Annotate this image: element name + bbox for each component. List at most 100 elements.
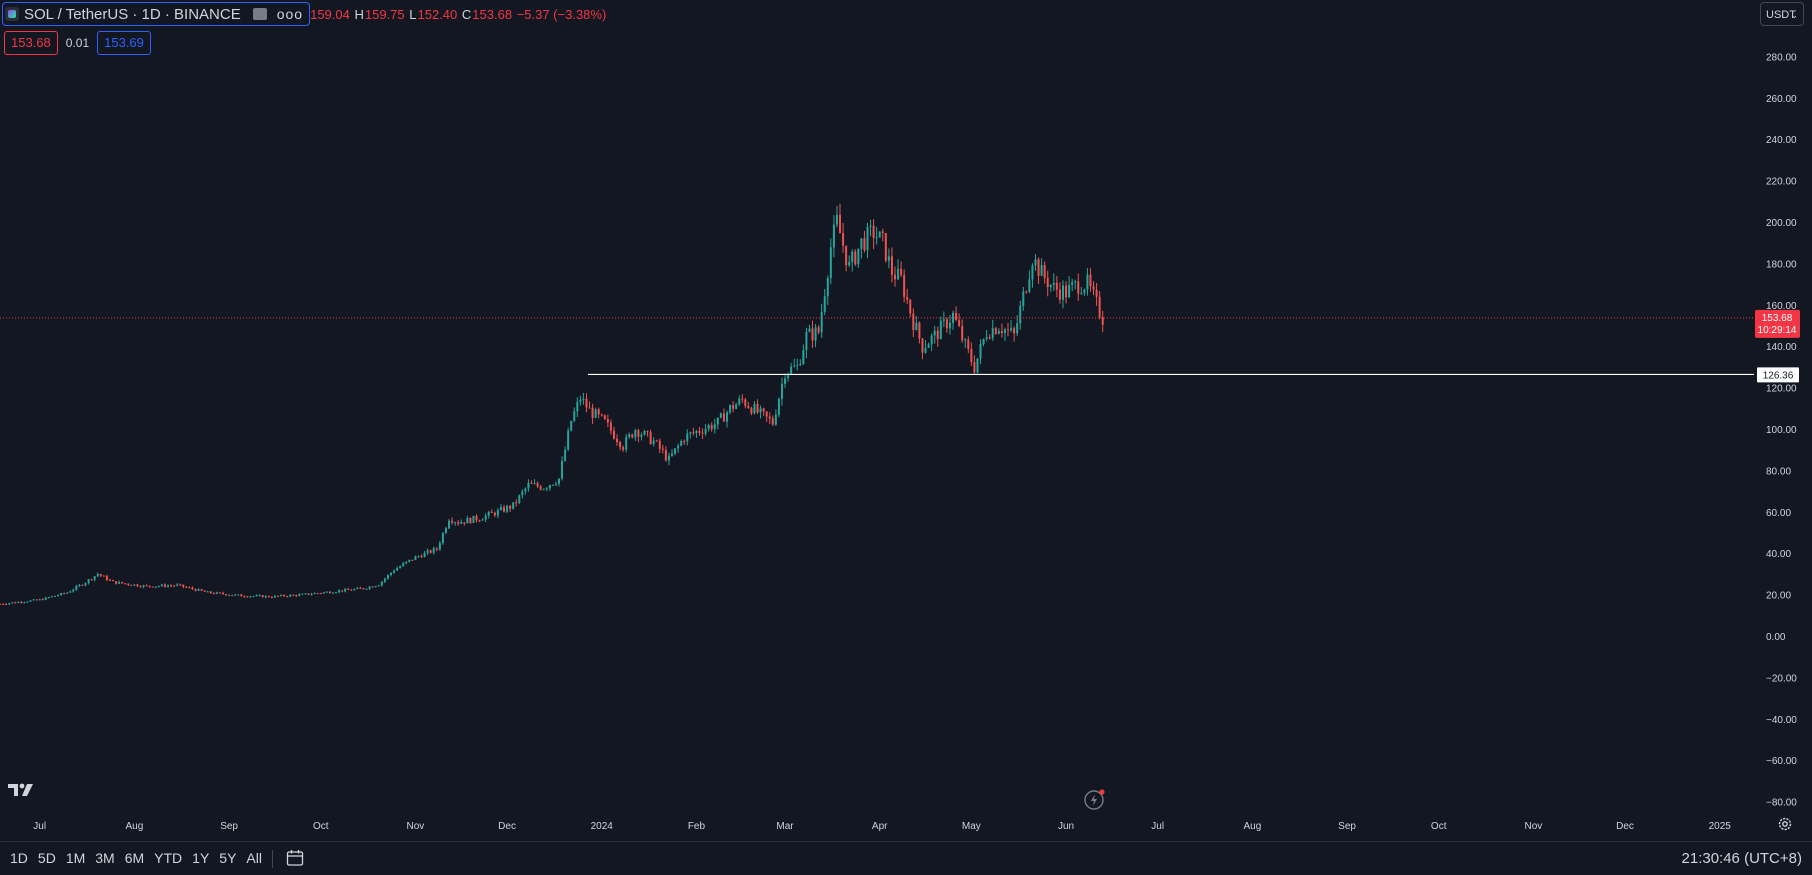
candle-body [551, 484, 554, 486]
candle-body [710, 425, 713, 430]
candle-body [1025, 291, 1028, 293]
candle-body [115, 581, 118, 584]
candle-body [530, 482, 533, 484]
toolbar-divider [272, 850, 273, 868]
candle-body [170, 585, 173, 587]
time-axis-label: Apr [872, 821, 888, 832]
candle-body [713, 424, 716, 430]
more-options-icon[interactable]: ooo [276, 6, 304, 22]
time-axis-label: May [962, 821, 981, 832]
lightning-icon[interactable] [1083, 788, 1107, 812]
close-value: 153.68 [472, 6, 513, 22]
price-axis-label: 180.00 [1766, 259, 1797, 270]
candle-body [341, 590, 344, 592]
candle-body [167, 585, 170, 587]
candle-body [179, 584, 182, 586]
candle-body [732, 405, 735, 409]
candle-body [887, 256, 890, 261]
candle-body [680, 441, 683, 446]
candle-body [759, 408, 762, 413]
candle-body [112, 580, 115, 582]
candle-body [50, 596, 53, 598]
candle-body [832, 224, 835, 248]
candle-body [625, 437, 628, 450]
candle-body [774, 414, 777, 425]
range-1d-button[interactable]: 1D [10, 850, 28, 866]
candle-body [411, 559, 414, 561]
candle-body [472, 515, 475, 523]
candle-body [820, 311, 823, 333]
candle-body [383, 578, 386, 582]
tradingview-logo-icon[interactable] [8, 782, 38, 798]
candle-body [973, 362, 976, 373]
candle-body [958, 320, 961, 327]
candle-body [536, 483, 539, 487]
time-axis[interactable]: Jul Aug Sep Oct Nov Dec 2024 Feb Mar Apr May Jun Jul… [33, 821, 1731, 832]
candle-body [1037, 259, 1040, 276]
candle-body [136, 584, 139, 587]
candle-body [802, 350, 805, 364]
candle-body [191, 587, 194, 590]
range-3m-button[interactable]: 3M [95, 850, 115, 866]
time-axis-label: Sep [1338, 821, 1356, 832]
range-1m-button[interactable]: 1M [65, 850, 86, 866]
eye-icon[interactable] [252, 8, 267, 20]
candle-body [722, 413, 725, 422]
range-5d-button[interactable]: 5D [37, 850, 56, 866]
candle-body [808, 328, 811, 332]
candle-body [5, 604, 8, 606]
horizontal-line-price-label: 126.36 [1763, 370, 1794, 381]
chevron-down-icon: ⌄ [1790, 10, 1798, 20]
range-all-button[interactable]: All [246, 850, 262, 866]
settings-gear-icon[interactable] [1777, 816, 1793, 832]
price-axis-label: −60.00 [1766, 756, 1797, 767]
price-axis[interactable]: 280.00 260.00 240.00 220.00 200.00 180.00 160.… [1766, 52, 1797, 808]
range-6m-button[interactable]: 6M [124, 850, 145, 866]
price-axis-label: 220.00 [1766, 177, 1797, 188]
candle-body [921, 338, 924, 353]
date-range-buttons: 1D 5D 1M 3M 6M YTD 1Y 5Y All [10, 850, 272, 866]
candle-body [322, 592, 325, 594]
candle-body [585, 398, 588, 408]
candle-body [854, 251, 857, 265]
candle-body [484, 515, 487, 520]
countdown-label: 10:29:14 [1758, 325, 1797, 336]
candle-body [1013, 328, 1016, 334]
candle-body [826, 277, 829, 297]
price-axis-label: 140.00 [1766, 342, 1797, 353]
candle-body [2, 603, 5, 605]
candle-body [1022, 291, 1025, 306]
range-1y-button[interactable]: 1Y [192, 850, 210, 866]
candle-body [542, 489, 545, 491]
candle-body [1055, 282, 1058, 290]
candle-body [255, 595, 258, 597]
candle-body [719, 413, 722, 418]
symbol-search-button[interactable]: SOL / TetherUS · 1D · BINANCE ooo [2, 2, 311, 26]
candle-body [939, 320, 942, 340]
range-ytd-button[interactable]: YTD [154, 850, 183, 866]
clock-timezone[interactable]: 21:30:46 (UTC+8) [1681, 850, 1802, 867]
buy-button[interactable]: 153.69 [97, 31, 151, 55]
candle-body [1089, 274, 1092, 287]
candle-body [386, 574, 389, 579]
candle-body [258, 595, 261, 597]
calendar-icon[interactable] [286, 849, 304, 867]
currency-selector[interactable]: USDT ⌄ [1760, 2, 1804, 26]
candle-body [32, 599, 35, 601]
candle-body [930, 335, 933, 345]
candle-body [860, 238, 863, 249]
sell-button[interactable]: 153.68 [4, 31, 58, 55]
candle-body [692, 432, 695, 434]
range-5y-button[interactable]: 5Y [219, 850, 237, 866]
candle-body [157, 586, 160, 588]
candle-body [108, 579, 111, 581]
candle-body [793, 365, 796, 367]
high-label: H [354, 6, 364, 22]
candle-body [677, 445, 680, 449]
candle-body [1092, 286, 1095, 290]
price-axis-label: 160.00 [1766, 301, 1797, 312]
candle-body [848, 261, 851, 266]
candle-body [368, 586, 371, 589]
candle-body [970, 348, 973, 363]
